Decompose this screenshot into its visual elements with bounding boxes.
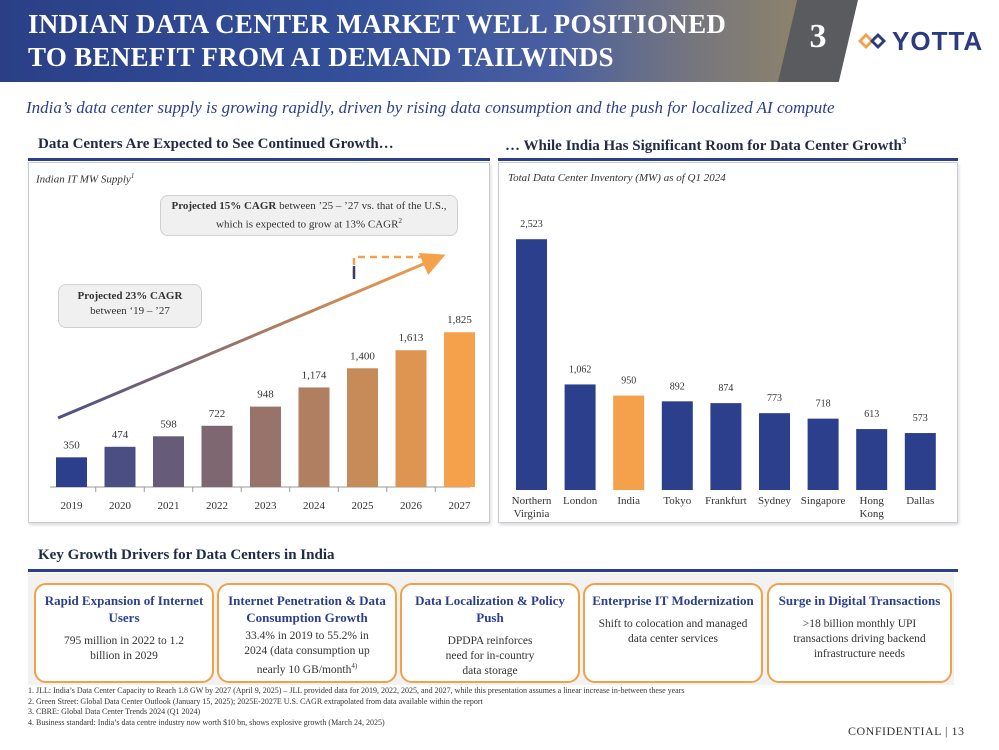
category-label-2022: 2022 [206,500,228,512]
drivers-section-title: Key Growth Drivers for Data Centers in I… [38,547,335,563]
value-label-2022: 722 [209,408,226,420]
driver-title: Rapid Expansion of Internet Users [44,593,204,625]
category-label: Tokyo [663,495,691,507]
value-label-hong-kong: 613 [864,409,879,420]
value-label-northern-virginia: 2,523 [520,219,543,230]
category-label: Dallas [906,495,934,507]
bar-sydney [759,413,790,490]
value-label-frankfurt: 874 [718,383,733,394]
value-label-2020: 474 [112,429,129,441]
bar-northern-virginia [516,239,547,490]
footnote-4: 4. Business standard: India’s data centr… [28,717,385,727]
footnotes: 1. JLL: India’s Data Center Capacity to … [28,686,968,728]
bar-2023 [250,406,281,487]
category-label-2025: 2025 [352,500,375,512]
confidential-label: CONFIDENTIAL | 13 [848,724,965,738]
bar-2019 [56,457,87,487]
driver-card-digital-transactions: Surge in Digital Transactions >18 billio… [767,583,952,683]
driver-title: Data Localization & Policy Push [415,593,565,625]
category-label: Frankfurt [705,495,747,507]
page-title: INDIAN DATA CENTER MARKET WELL POSITIONE… [28,8,788,74]
category-label-2023: 2023 [255,500,278,512]
right-section-title: … While India Has Significant Room for D… [505,136,907,154]
yotta-logo-icon [858,33,886,49]
right-chart-label: Total Data Center Inventory (MW) as of Q… [508,172,726,184]
title-banner [0,0,800,82]
category-label-2026: 2026 [400,500,423,512]
bar-frankfurt [710,403,742,490]
bar-hong-kong [856,429,888,490]
category-label: Hong [859,495,884,507]
value-label-tokyo: 892 [670,381,685,392]
bar-london [564,384,596,490]
value-label-2025: 1,400 [350,350,375,362]
title-line-2: TO BENEFIT FROM AI DEMAND TAILWINDS [28,42,614,72]
value-label-2023: 948 [257,389,274,401]
driver-body: Shift to colocation and managed data cen… [598,618,748,645]
indian-mw-supply-chart: 350 2019 474 2020 598 2021 722 2022 948 2023 1,174… [50,252,475,512]
category-label: Northern [512,495,552,507]
value-label-2019: 350 [63,439,80,451]
driver-title: Enterprise IT Modernization [592,593,754,608]
page-subtitle: India’s data center supply is growing ra… [26,98,835,117]
category-label-2019: 2019 [61,500,84,512]
driver-card-enterprise-it: Enterprise IT Modernization Shift to col… [583,583,763,683]
cagr-15-callout: Projected 15% CAGR between ’25 – ’27 vs.… [160,195,458,236]
cagr-23-callout: Projected 23% CAGR between ‘19 – ’27 [58,284,202,328]
left-section-title: Data Centers Are Expected to See Continu… [38,136,394,152]
bar-2022 [201,425,233,487]
category-label-2020: 2020 [109,500,132,512]
value-label-dallas: 573 [913,413,928,424]
driver-title: Surge in Digital Transactions [778,593,941,608]
bar-singapore [807,418,839,490]
value-label-2026: 1,613 [399,332,424,344]
category-label-2027: 2027 [449,500,472,512]
value-label-india: 950 [621,376,636,387]
bar-2025 [347,368,378,487]
title-line-1: INDIAN DATA CENTER MARKET WELL POSITIONE… [28,9,727,39]
category-label-2024: 2024 [303,500,326,512]
value-label-2027: 1,825 [447,314,472,326]
left-section-rule [28,158,490,161]
driver-body: >18 billion monthly UPI transactions dri… [793,618,926,660]
category-label: Virginia [514,508,550,520]
value-label-2024: 1,174 [302,369,327,381]
bar-india [613,395,645,490]
driver-body: 33.4% in 2019 to 55.2% in 2024 (data con… [244,630,370,676]
bar-dallas [904,433,936,490]
bar-tokyo [661,401,693,490]
driver-card-data-localization: Data Localization & Policy Push DPDPA re… [400,583,580,683]
footnote-2: 2. Green Street: Global Data Center Outl… [28,696,483,706]
category-label: India [617,495,640,507]
right-section-rule [498,158,958,161]
driver-body: 795 million in 2022 to 1.2 billion in 20… [63,635,185,662]
driver-title: Internet Penetration & Data Consumption … [228,593,386,625]
driver-body: DPDPA reinforces need for in-country dat… [445,635,535,677]
category-label: Singapore [801,495,846,507]
driver-card-internet-users: Rapid Expansion of Internet Users 795 mi… [34,583,214,683]
footnote-1: 1. JLL: India’s Data Center Capacity to … [28,686,685,695]
value-label-singapore: 718 [816,399,831,410]
left-chart-label: Indian IT MW Supply1 [36,172,135,186]
value-label-2021: 598 [160,418,177,430]
category-label: London [563,495,598,507]
bar-2021 [153,436,184,487]
value-label-sydney: 773 [767,393,782,404]
bar-2020 [104,446,136,487]
cagr-trend-arrow [57,252,446,420]
category-label: Sydney [758,495,792,507]
driver-card-internet-penetration: Internet Penetration & Data Consumption … [217,583,397,683]
banner-texture [560,0,800,82]
category-label-2021: 2021 [158,500,180,512]
footnote-3: 3. CBRE: Global Data Center Trends 2024 … [28,707,201,716]
value-label-london: 1,062 [569,364,592,375]
drivers-section-rule [28,569,958,572]
bar-2026 [395,350,427,487]
bar-2024 [298,387,330,487]
category-label: Kong [859,508,884,520]
logo-text: YOTTA [892,26,984,56]
bar-2027 [444,332,475,487]
page-number: 3 [809,18,827,55]
